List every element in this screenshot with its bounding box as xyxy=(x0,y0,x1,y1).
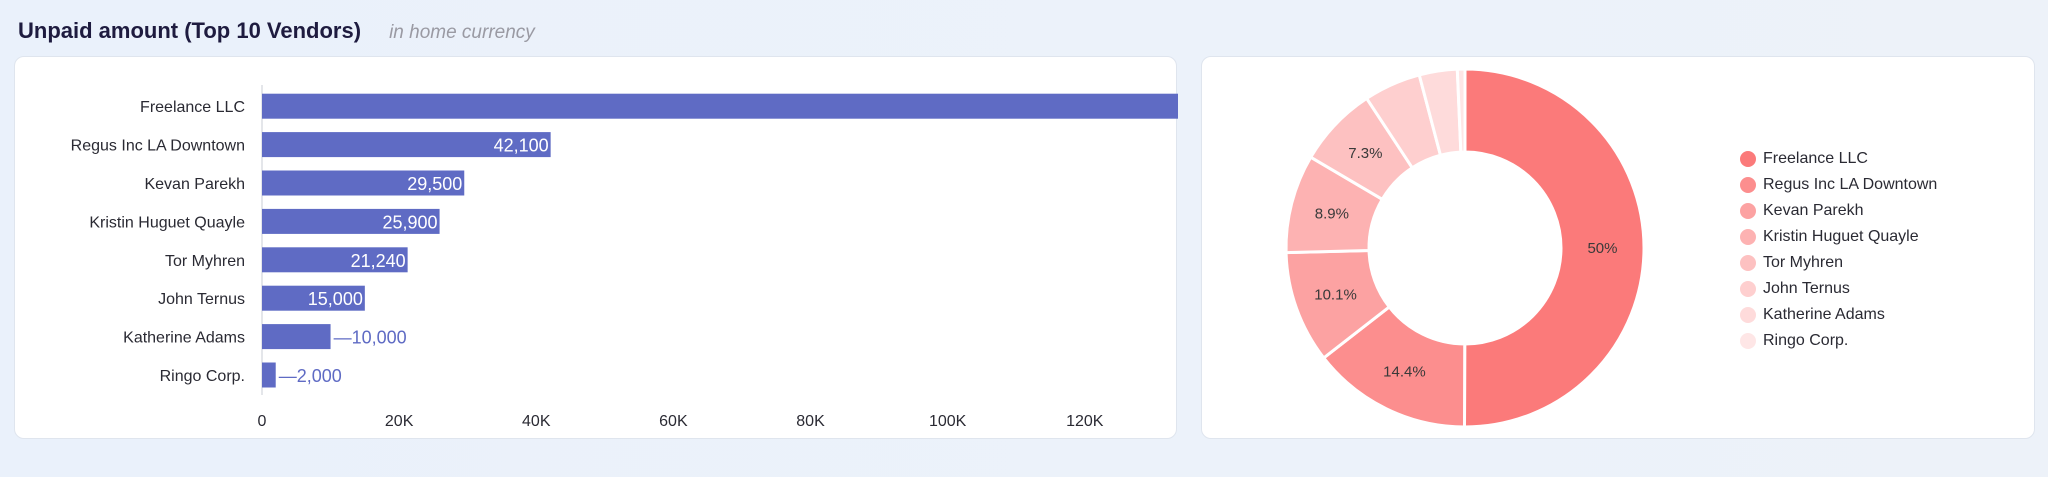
category-label-kevan-parekh: Kevan Parekh xyxy=(144,176,245,193)
donut-slice-freelance-llc[interactable] xyxy=(1462,67,1646,429)
donut-chart-card: 50% 14.4% 10.1% 8.9% 7.3% Freelance LLC Regus… xyxy=(1201,56,2035,439)
legend-swatch xyxy=(1740,255,1756,271)
donut-slice-label-tor-myhren: 7.3% xyxy=(1348,145,1382,162)
legend-swatch xyxy=(1740,177,1756,193)
legend-swatch xyxy=(1740,203,1756,219)
bar-ringo-corp[interactable] xyxy=(262,362,276,388)
donut-slice-label-kristin-huguet-quayle: 8.9% xyxy=(1315,206,1349,223)
category-label-freelance-llc: Freelance LLC xyxy=(140,99,245,116)
donut-slice-ringo-corp[interactable] xyxy=(1455,67,1467,154)
bar-john-ternus[interactable] xyxy=(262,285,365,311)
legend-item-freelance-llc[interactable]: Freelance LLC xyxy=(1740,146,1960,172)
legend-label: Ringo Corp. xyxy=(1763,332,1849,349)
bar-freelance-llc[interactable] xyxy=(262,93,1264,119)
x-tick-label: 0 xyxy=(258,413,267,430)
legend-item-kristin-huguet-quayle[interactable]: Kristin Huguet Quayle xyxy=(1740,224,1960,250)
x-tick-label: 80K xyxy=(796,413,825,430)
bar-chart-card: Freelance LLC146,000Regus Inc LA Downtow… xyxy=(14,56,1378,439)
bar-value-label-ringo-corp: —2,000 xyxy=(279,366,342,386)
category-label-katherine-adams: Katherine Adams xyxy=(123,330,245,347)
bar-value-label-kevan-parekh: 29,500 xyxy=(407,174,462,194)
legend-item-kevan-parekh[interactable]: Kevan Parekh xyxy=(1740,198,1960,224)
donut-slice-label-regus-inc-la-downtown: 14.4% xyxy=(1383,363,1426,380)
legend-label: Freelance LLC xyxy=(1763,150,1868,167)
bar-value-label-tor-myhren: 21,240 xyxy=(351,251,406,271)
legend-label: Tor Myhren xyxy=(1763,254,1844,271)
legend-label: Regus Inc LA Downtown xyxy=(1763,176,1938,193)
legend-item-ringo-corp[interactable]: Ringo Corp. xyxy=(1740,328,1960,354)
x-tick-label: 40K xyxy=(522,413,551,430)
legend-swatch xyxy=(1740,281,1756,297)
legend-item-tor-myhren[interactable]: Tor Myhren xyxy=(1740,250,1960,276)
legend-swatch xyxy=(1740,307,1756,323)
chart-subtitle: in home currency xyxy=(389,22,535,43)
bar-katherine-adams[interactable] xyxy=(262,324,331,350)
bar-kristin-huguet-quayle[interactable] xyxy=(262,208,440,234)
legend-swatch xyxy=(1740,151,1756,167)
legend-label: Kevan Parekh xyxy=(1763,202,1864,219)
bar-kevan-parekh[interactable] xyxy=(262,170,465,196)
bar-chart: Freelance LLC146,000Regus Inc LA Downtow… xyxy=(71,85,1378,430)
donut-legend: Freelance LLC Regus Inc LA Downtown Kevan … xyxy=(1740,146,1960,354)
bar-regus-inc-la-downtown[interactable] xyxy=(262,132,551,158)
legend-swatch xyxy=(1740,333,1756,349)
legend-item-katherine-adams[interactable]: Katherine Adams xyxy=(1740,302,1960,328)
category-label-tor-myhren: Tor Myhren xyxy=(165,253,245,270)
bar-value-label-kristin-huguet-quayle: 25,900 xyxy=(383,212,438,232)
legend-item-regus-inc-la-downtown[interactable]: Regus Inc LA Downtown xyxy=(1740,172,1960,198)
legend-label: John Ternus xyxy=(1763,280,1850,297)
x-tick-label: 120K xyxy=(1066,413,1104,430)
category-label-john-ternus: John Ternus xyxy=(158,291,245,308)
x-tick-label: 60K xyxy=(659,413,688,430)
donut-slice-label-freelance-llc: 50% xyxy=(1587,240,1617,257)
legend-label: Katherine Adams xyxy=(1763,306,1885,323)
donut-chart: 50% 14.4% 10.1% 8.9% 7.3% xyxy=(1284,67,1646,429)
category-label-regus-inc-la-downtown: Regus Inc LA Downtown xyxy=(71,138,245,155)
x-tick-label: 20K xyxy=(385,413,414,430)
category-label-ringo-corp: Ringo Corp. xyxy=(160,368,245,385)
chart-title: Unpaid amount (Top 10 Vendors) xyxy=(18,18,362,43)
bar-value-label-regus-inc-la-downtown: 42,100 xyxy=(494,136,549,156)
bar-tor-myhren[interactable] xyxy=(262,247,408,273)
chart-header: Unpaid amount (Top 10 Vendors) in home c… xyxy=(18,18,535,44)
category-label-kristin-huguet-quayle: Kristin Huguet Quayle xyxy=(89,214,245,231)
bar-value-label-john-ternus: 15,000 xyxy=(308,289,363,309)
legend-item-john-ternus[interactable]: John Ternus xyxy=(1740,276,1960,302)
legend-label: Kristin Huguet Quayle xyxy=(1763,228,1919,245)
x-tick-label: 100K xyxy=(929,413,967,430)
legend-swatch xyxy=(1740,229,1756,245)
bar-value-label-katherine-adams: —10,000 xyxy=(334,328,407,348)
donut-slice-label-kevan-parekh: 10.1% xyxy=(1314,286,1357,303)
